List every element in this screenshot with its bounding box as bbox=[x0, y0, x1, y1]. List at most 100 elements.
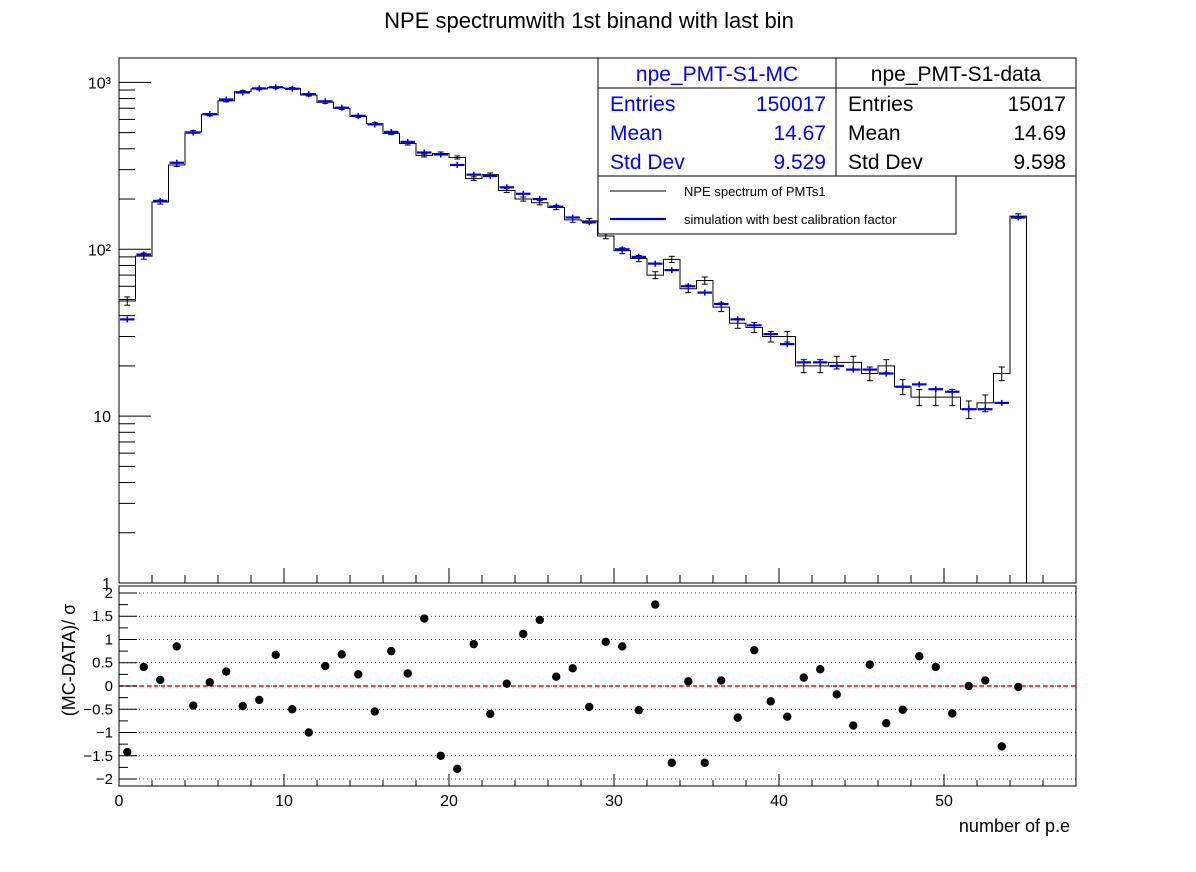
mc-bin bbox=[499, 184, 514, 191]
mc-bin bbox=[549, 203, 564, 210]
residual-point bbox=[420, 614, 429, 623]
residual-point bbox=[816, 665, 825, 674]
legend: NPE spectrum of PMTs1 simulation with bes… bbox=[597, 175, 957, 235]
data-bin bbox=[916, 388, 923, 407]
mc-bin bbox=[301, 91, 316, 98]
residual-point bbox=[387, 646, 396, 656]
stats-label: Std Dev bbox=[610, 151, 685, 174]
residual-point bbox=[568, 664, 577, 673]
y-tick-label: −2 bbox=[96, 771, 113, 788]
mc-bin bbox=[433, 151, 448, 158]
mc-bin bbox=[714, 300, 729, 307]
mc-bin bbox=[153, 197, 168, 204]
mc-bin bbox=[532, 196, 547, 203]
legend-frame bbox=[597, 175, 957, 235]
residual-point bbox=[535, 615, 544, 625]
residual-point bbox=[849, 721, 858, 730]
bottom-panel: 0 10 20 30 40 50 −2 −1.5 −1 −0.5 0 0.5 1 1.5 2 number … bbox=[59, 585, 1077, 836]
residual-points bbox=[123, 600, 1023, 773]
residual-point bbox=[585, 702, 594, 712]
mc-bin bbox=[565, 214, 580, 221]
mc-bin bbox=[466, 171, 481, 178]
residual-point bbox=[634, 705, 643, 715]
residual-point bbox=[651, 600, 660, 609]
mc-bin bbox=[978, 406, 993, 413]
stats-label: Std Dev bbox=[848, 151, 923, 174]
stats-value: 14.67 bbox=[773, 122, 826, 145]
residual-point bbox=[601, 637, 610, 647]
stats-label: Entries bbox=[610, 93, 675, 116]
residual-point bbox=[750, 645, 759, 655]
x-tick-label: 40 bbox=[770, 793, 788, 810]
mc-bin bbox=[351, 112, 366, 119]
mc-bin bbox=[648, 260, 663, 267]
residual-point bbox=[783, 712, 792, 721]
y-axis-label: (MC-DATA)/ σ bbox=[59, 604, 79, 716]
mc-bin bbox=[945, 388, 960, 395]
mc-bin bbox=[763, 331, 778, 338]
residual-point bbox=[189, 701, 198, 710]
residual-point bbox=[552, 672, 561, 681]
residual-point bbox=[354, 670, 363, 679]
mc-bin bbox=[417, 149, 432, 156]
residual-point bbox=[486, 709, 495, 719]
mc-bin bbox=[252, 85, 267, 92]
residual-point bbox=[337, 650, 346, 659]
top-y-axis: 1 10 10² 10³ bbox=[88, 75, 151, 593]
residual-point bbox=[799, 673, 808, 682]
residual-point bbox=[915, 652, 924, 661]
mc-bin bbox=[631, 253, 646, 260]
residual-point bbox=[453, 764, 462, 773]
residual-point bbox=[618, 642, 627, 651]
stats-value: 14.69 bbox=[1013, 122, 1066, 145]
x-axis-label: number of p.e bbox=[959, 816, 1070, 836]
residual-point bbox=[519, 629, 528, 639]
mc-bin bbox=[730, 316, 745, 323]
legend-label: NPE spectrum of PMTs1 bbox=[684, 184, 826, 199]
stats-box: npe_PMT-S1-MC Entries 150017 Mean 14.67 Std D… bbox=[597, 57, 837, 177]
residual-point bbox=[370, 707, 379, 716]
mc-bin bbox=[615, 246, 630, 253]
residual-point bbox=[997, 742, 1006, 751]
y-tick-label: 0 bbox=[105, 678, 113, 695]
residual-point bbox=[156, 675, 165, 685]
top-panel: 1 10 10² 10³ npe_PMT-S1-MC Entries 150017 Mean… bbox=[88, 57, 1077, 593]
stats-boxes: npe_PMT-S1-MC Entries 150017 Mean 14.67 Std D… bbox=[597, 57, 1077, 177]
mc-bin bbox=[235, 89, 250, 96]
residual-point bbox=[321, 661, 330, 671]
y-tick-label: 10² bbox=[88, 242, 112, 259]
stats-box-frame bbox=[835, 57, 1077, 177]
mc-bin bbox=[928, 386, 943, 393]
residual-point bbox=[667, 758, 676, 767]
mc-bin bbox=[780, 341, 795, 348]
stats-box-title: npe_PMT-S1-MC bbox=[636, 63, 798, 86]
mc-bin bbox=[747, 322, 762, 329]
stats-value: 15017 bbox=[1008, 93, 1066, 116]
residual-point bbox=[403, 669, 412, 678]
stats-value: 9.598 bbox=[1013, 151, 1066, 174]
mc-bin bbox=[516, 190, 531, 197]
mc-bin bbox=[813, 359, 828, 366]
x-tick-label: 0 bbox=[115, 793, 124, 810]
residual-point bbox=[502, 679, 511, 688]
y-tick-label: 10³ bbox=[88, 75, 112, 92]
x-tick-label: 50 bbox=[935, 793, 953, 810]
data-bin bbox=[520, 196, 527, 202]
residual-point bbox=[882, 719, 891, 728]
mc-bin bbox=[796, 359, 811, 366]
data-bin bbox=[668, 255, 675, 264]
legend-label: simulation with best calibration factor bbox=[684, 212, 897, 227]
residual-point bbox=[288, 705, 297, 714]
residual-point bbox=[222, 667, 231, 676]
y-tick-label: −0.5 bbox=[83, 701, 113, 718]
mc-bin bbox=[384, 128, 399, 135]
mc-bin bbox=[829, 362, 844, 369]
mc-bin bbox=[483, 172, 498, 179]
mc-bin bbox=[169, 159, 184, 166]
mc-bin bbox=[268, 84, 283, 91]
mc-bin bbox=[186, 129, 201, 136]
residual-point bbox=[733, 713, 742, 722]
mc-bin bbox=[136, 251, 151, 258]
residual-point bbox=[948, 709, 957, 718]
y-tick-label: −1.5 bbox=[83, 748, 113, 765]
